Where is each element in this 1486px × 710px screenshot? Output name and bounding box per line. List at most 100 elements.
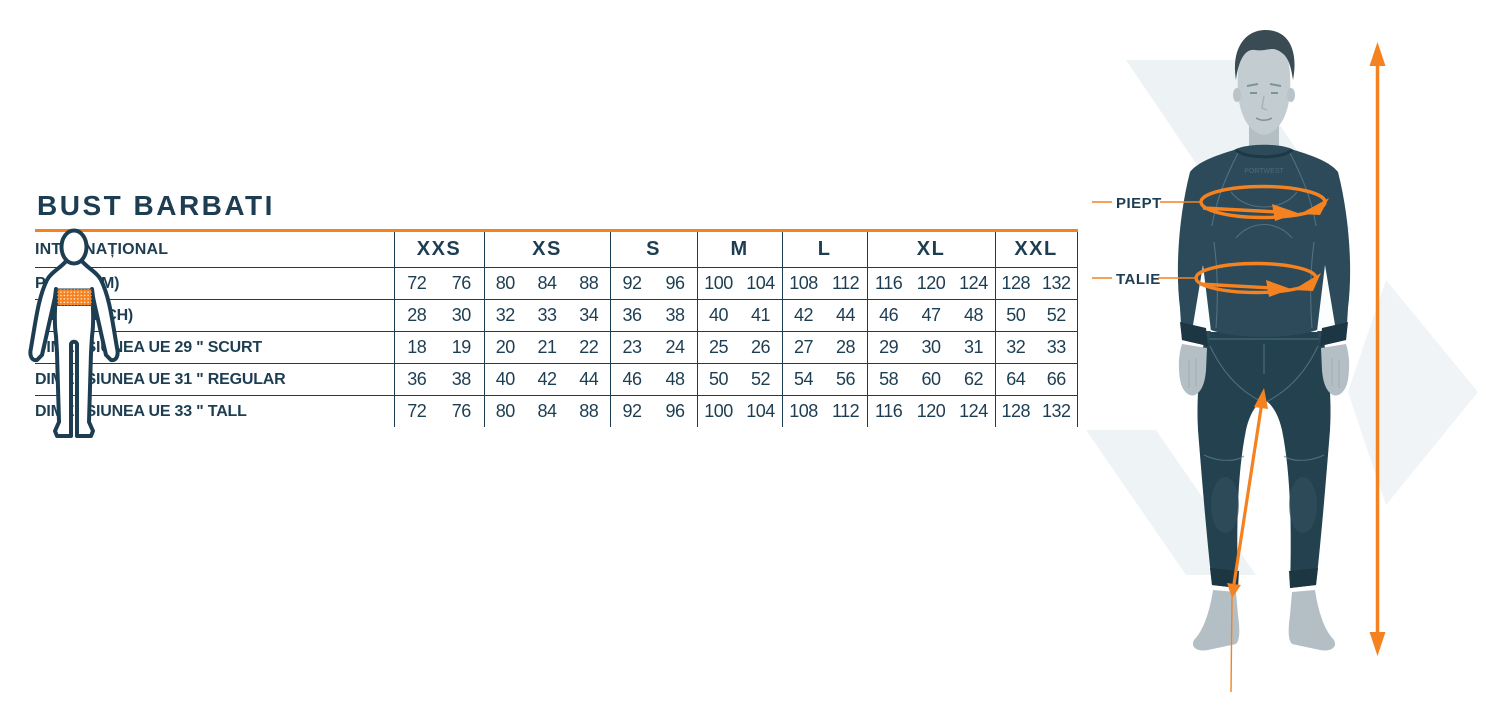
size-group-header: XXS [393, 230, 484, 268]
size-cell: 88 [579, 401, 599, 421]
size-cell: 76 [439, 267, 484, 300]
size-cell: 44 [824, 299, 868, 332]
size-cell: 88 [568, 267, 611, 300]
size-cell: 62 [952, 363, 996, 396]
knee-panel [1289, 477, 1317, 533]
waist-measure-label: TALIE [1116, 271, 1161, 288]
size-cell: 92 [609, 267, 654, 300]
table-row: PIEPT (INCH)2830323334363840414244464748… [35, 299, 1078, 332]
size-cell: 33 [526, 299, 568, 332]
size-cell: 38 [439, 363, 484, 396]
table-body: PIEPT (CM)727680848892961001041081121161… [35, 267, 1078, 427]
size-cell: 72 [393, 395, 439, 427]
chest-highlight-dots [57, 289, 92, 306]
size-cell: 32 [994, 331, 1037, 364]
row-label: DIMENSIUNEA UE 31 " REGULAR [35, 363, 394, 396]
size-cell: 52 [739, 363, 783, 396]
size-cell: 112 [824, 267, 868, 300]
size-cell: 50 [994, 299, 1037, 332]
waist-loop-arrowhead-icon [1293, 273, 1321, 291]
background-shape [1348, 280, 1478, 505]
model-hand [1178, 344, 1207, 396]
size-cell: 128 [994, 267, 1037, 300]
model-ear [1287, 88, 1295, 102]
size-cell: 132 [1036, 395, 1078, 427]
size-cell: 50 [696, 363, 740, 396]
size-cell: 104 [746, 401, 775, 421]
size-cell: 36 [609, 299, 654, 332]
size-cell: 28 [393, 299, 439, 332]
size-group-header: L [781, 230, 868, 268]
size-cell: 72 [393, 267, 439, 300]
size-cell: 24 [653, 331, 698, 364]
size-cell: 28 [824, 331, 868, 364]
legging-cuff [1210, 568, 1239, 588]
size-cell: 25 [696, 331, 740, 364]
size-cell: 44 [568, 363, 611, 396]
size-cell: 84 [526, 267, 568, 300]
arm-gap [1317, 265, 1336, 331]
size-group-header: XXL [994, 230, 1078, 268]
chest-measure-label: PIEPT [1116, 195, 1162, 212]
sleeve-cuff [1320, 322, 1348, 346]
size-cell: 34 [568, 299, 611, 332]
size-cell: 40 [483, 363, 526, 396]
shirt-collar [1234, 148, 1294, 159]
size-cell: 66 [1036, 363, 1078, 396]
model-hair [1234, 29, 1295, 81]
size-cell: 108 [781, 267, 825, 300]
size-cell: 104 [739, 267, 783, 300]
inseam-arrowhead-down-icon [1227, 583, 1241, 598]
inseam-extension-line [1230, 596, 1233, 693]
shirt-logo: PORTWEST [1244, 168, 1284, 175]
table-row: DIMENSIUNEA UE 31 " REGULAR 36 38 40 42 44 46 4… [35, 363, 1078, 396]
size-cell: 96 [665, 401, 686, 421]
size-group-header: XS [483, 230, 611, 268]
model-face-features [1246, 83, 1282, 122]
model-foot [1288, 590, 1336, 651]
size-cell: 21 [526, 331, 568, 364]
size-cell: 46 [609, 363, 654, 396]
size-cell: 128 [994, 395, 1037, 427]
finger-lines [1188, 358, 1340, 388]
male-outline-head [59, 228, 89, 266]
size-cell: 38 [653, 299, 698, 332]
table-header-international: INTERNAȚIONAL [35, 230, 394, 268]
height-arrowhead-down-icon [1369, 632, 1386, 656]
height-arrowhead-up-icon [1369, 42, 1386, 66]
size-cell: 100 [696, 267, 740, 300]
size-cell: 58 [866, 363, 910, 396]
size-cell: 80 [483, 395, 526, 427]
waist-arrowhead-icon [1266, 280, 1291, 297]
size-cell: 132 [1036, 267, 1078, 300]
size-cell: 52 [1036, 299, 1078, 332]
model-hand [1321, 344, 1350, 396]
size-cell: 22 [568, 331, 611, 364]
chest-measure-arrow-icon [1202, 206, 1279, 214]
size-cell: 47 [909, 299, 953, 332]
size-cell: 60 [909, 363, 953, 396]
size-cell: 80 [483, 267, 526, 300]
size-group-header: XL [866, 230, 996, 268]
male-outline-body [28, 258, 120, 438]
size-cell: 42 [781, 299, 825, 332]
inseam-arrow-icon [1232, 401, 1264, 585]
size-group-header: M [696, 230, 783, 268]
size-cell: 100 [696, 395, 740, 427]
waist-measure-arrow-icon [1198, 282, 1273, 290]
size-cell: 23 [609, 331, 654, 364]
sleeve-cuff [1180, 322, 1208, 346]
size-cell: 54 [781, 363, 825, 396]
size-cell: 18 [393, 331, 439, 364]
model-nose [1261, 95, 1268, 111]
table-row: DIMENSIUNEA UE 33 " TALL 72 76 80 84 88 92 96 10… [35, 395, 1078, 427]
size-cell: 27 [781, 331, 825, 364]
inseam-arrowhead-up-icon [1254, 388, 1268, 409]
size-cell: 19 [439, 331, 484, 364]
legging-cuff [1289, 568, 1318, 588]
model-face [1237, 40, 1291, 135]
size-cell: 32 [483, 299, 526, 332]
size-cell: 36 [393, 363, 439, 396]
